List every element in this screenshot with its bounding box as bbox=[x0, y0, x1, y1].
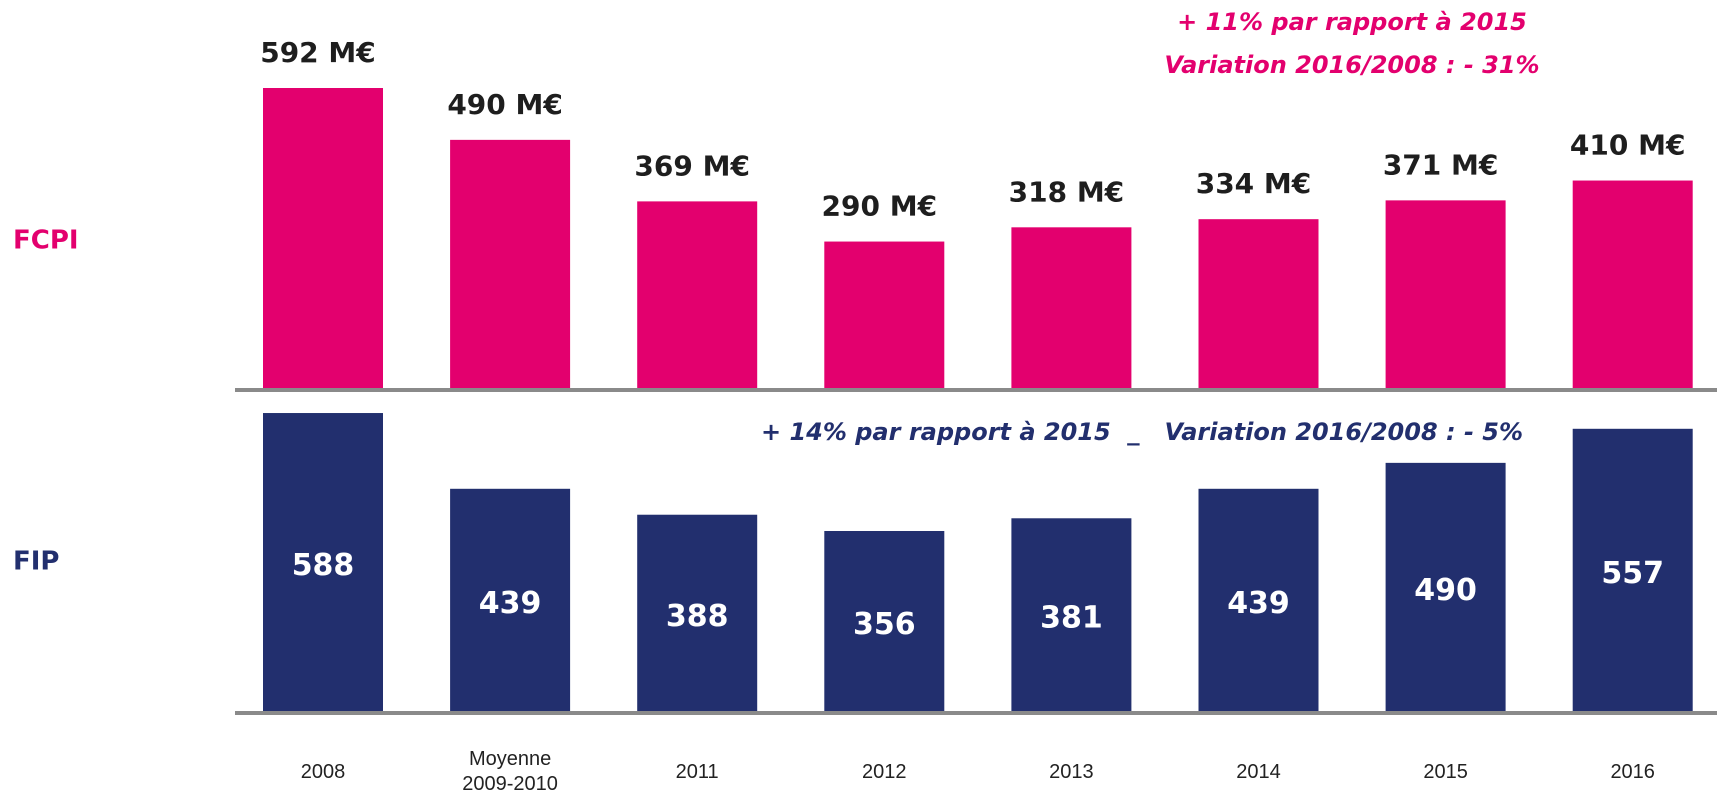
x-tick-label: Moyenne 2009-2010 bbox=[462, 748, 558, 795]
annotation: Variation 2016/2008 : - 31% bbox=[1164, 51, 1539, 79]
annotation: + 11% par rapport à 2015 bbox=[1177, 8, 1527, 36]
value-label: 410 M€ bbox=[1570, 129, 1686, 162]
value-label: 318 M€ bbox=[1009, 175, 1125, 208]
bar bbox=[824, 241, 945, 389]
value-label: 381 bbox=[1040, 601, 1103, 636]
x-tick-label: 2013 bbox=[1049, 760, 1094, 783]
panel-title: FIP bbox=[13, 547, 60, 577]
value-label: 588 bbox=[292, 548, 355, 583]
bar bbox=[1198, 488, 1319, 712]
bar bbox=[263, 88, 383, 389]
x-tick-label: 2015 bbox=[1423, 760, 1468, 783]
value-label: 439 bbox=[479, 586, 542, 621]
bar bbox=[1011, 227, 1132, 389]
bar bbox=[637, 201, 758, 389]
bar bbox=[1572, 428, 1693, 712]
panel-title: FCPI bbox=[13, 226, 79, 256]
x-tick-label: 2014 bbox=[1236, 760, 1281, 783]
value-label: 388 bbox=[666, 599, 729, 634]
annotation: + 14% par rapport à 2015 _ Variation 201… bbox=[761, 418, 1523, 446]
bar bbox=[1385, 200, 1506, 389]
bar bbox=[637, 514, 758, 712]
bar bbox=[450, 488, 571, 712]
value-label: 369 M€ bbox=[634, 149, 750, 182]
bar bbox=[450, 139, 571, 389]
x-tick-label: 2016 bbox=[1610, 760, 1655, 783]
value-label: 356 bbox=[853, 607, 916, 642]
value-label: 557 bbox=[1601, 556, 1664, 591]
value-label: 371 M€ bbox=[1383, 148, 1499, 181]
value-label: 290 M€ bbox=[822, 190, 938, 223]
value-label: 592 M€ bbox=[260, 36, 376, 69]
bar bbox=[1572, 180, 1693, 389]
bar bbox=[263, 413, 383, 712]
x-tick-label: 2012 bbox=[862, 760, 907, 783]
value-label: 490 M€ bbox=[447, 88, 563, 121]
bar bbox=[1011, 518, 1132, 712]
value-label: 490 bbox=[1414, 573, 1477, 608]
value-label: 439 bbox=[1227, 586, 1290, 621]
bar bbox=[824, 530, 945, 712]
bar bbox=[1385, 462, 1506, 712]
x-tick-label: 2008 bbox=[300, 760, 346, 783]
value-label: 334 M€ bbox=[1196, 167, 1312, 200]
x-tick-label: 2011 bbox=[675, 760, 719, 783]
bar bbox=[1198, 219, 1319, 389]
